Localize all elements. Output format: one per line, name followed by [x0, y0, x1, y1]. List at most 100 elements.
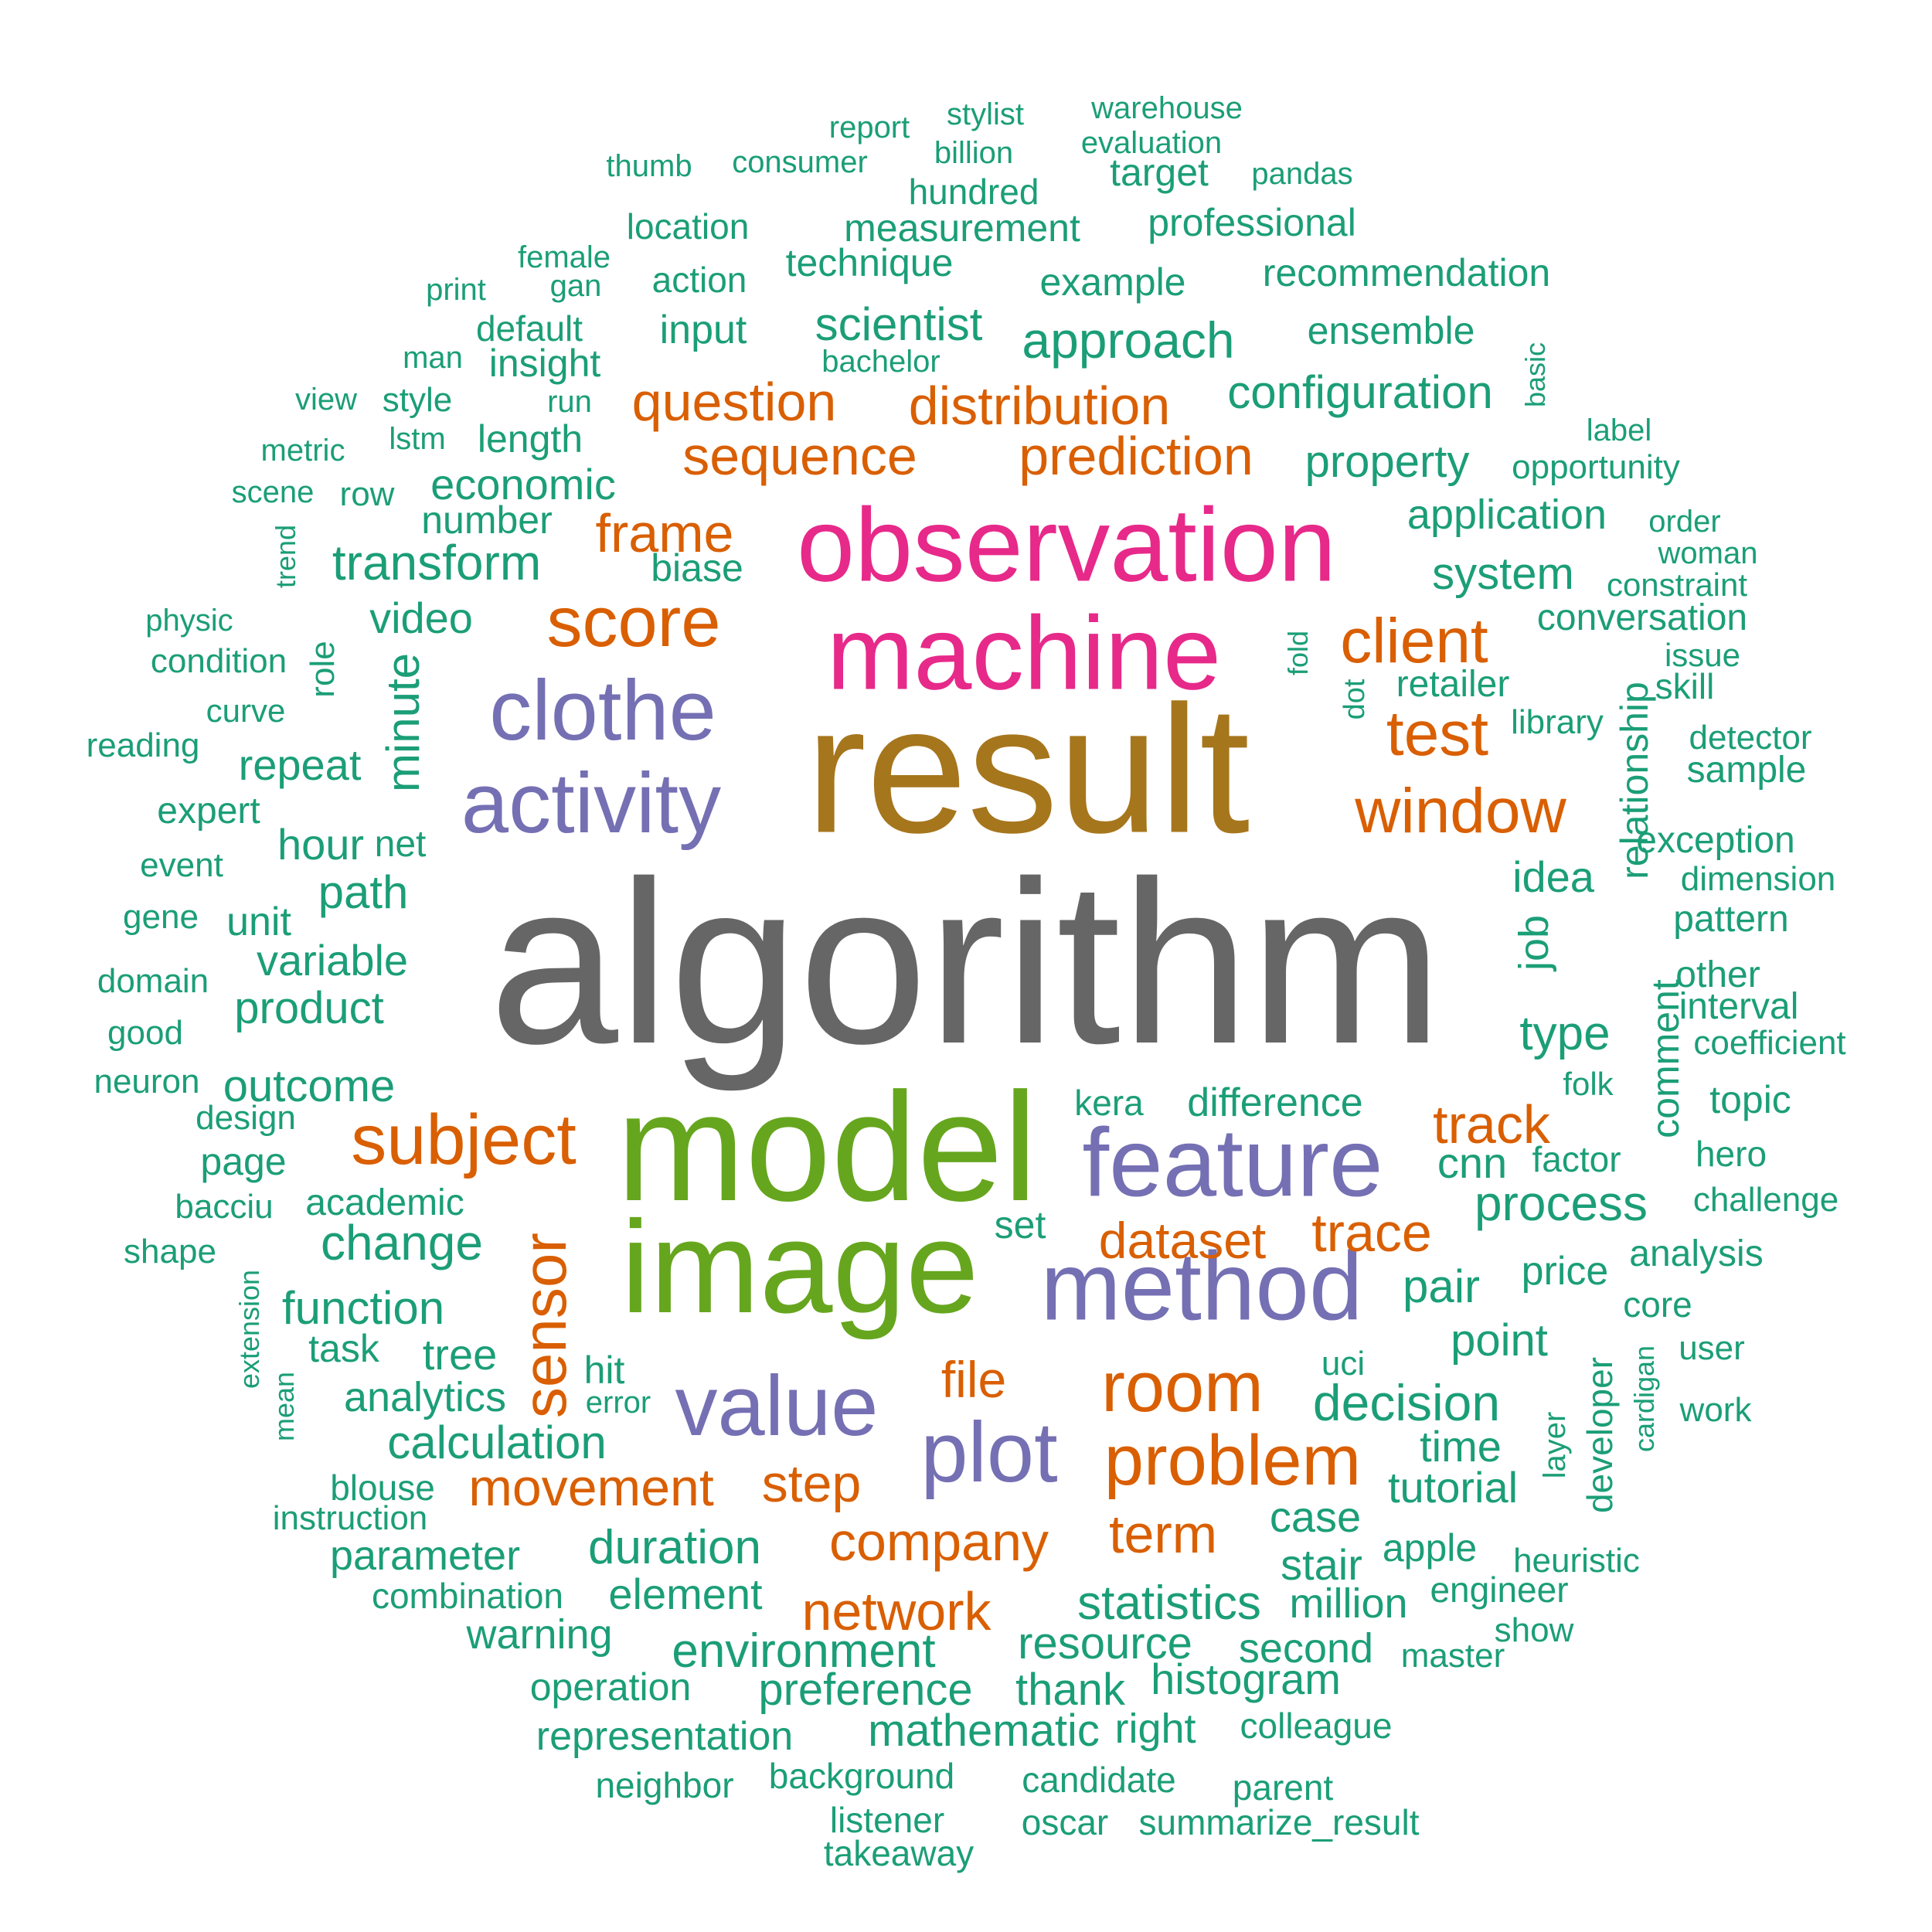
word-layer: layer [1538, 1411, 1572, 1479]
word-domain: domain [97, 962, 209, 1000]
word-metric: metric [260, 434, 345, 468]
word-warehouse: warehouse [1091, 91, 1243, 125]
word-other: other [1675, 954, 1760, 995]
word-trend: trend [270, 524, 301, 589]
word-example: example [1039, 260, 1186, 304]
word-company: company [828, 1512, 1049, 1572]
word-sensor: sensor [510, 1232, 579, 1419]
word-oscar: oscar [1021, 1802, 1109, 1842]
word-number: number [421, 498, 553, 542]
word-file: file [940, 1351, 1007, 1408]
word-stylist: stylist [947, 97, 1024, 131]
word-distribution: distribution [908, 376, 1171, 436]
word-step: step [761, 1454, 862, 1513]
word-subject: subject [351, 1100, 577, 1179]
word-neighbor: neighbor [595, 1765, 734, 1805]
word-gene: gene [123, 898, 199, 936]
word-issue: issue [1664, 637, 1741, 673]
word-term: term [1109, 1504, 1217, 1564]
word-activity: activity [461, 756, 722, 851]
word-candidate: candidate [1022, 1760, 1176, 1800]
word-billion: billion [934, 136, 1014, 170]
word-physic: physic [145, 604, 233, 638]
word-dataset: dataset [1098, 1212, 1267, 1269]
word-curve: curve [206, 692, 286, 729]
word-product: product [234, 983, 384, 1033]
word-price: price [1521, 1249, 1609, 1294]
word-hundred: hundred [908, 172, 1039, 212]
word-basic: basic [1519, 342, 1551, 408]
word-duration: duration [587, 1521, 762, 1574]
word-test: test [1386, 699, 1489, 769]
word-action: action [651, 260, 747, 300]
word-bachelor: bachelor [821, 345, 940, 379]
word-academic: academic [305, 1182, 464, 1223]
word-core: core [1623, 1284, 1692, 1325]
word-conversation: conversation [1536, 597, 1748, 638]
word-condition: condition [150, 642, 287, 680]
word-repeat: repeat [238, 740, 362, 789]
word-model: model [616, 1061, 1038, 1233]
word-property: property [1304, 437, 1470, 487]
word-sample: sample [1686, 750, 1807, 791]
word-colleague: colleague [1240, 1706, 1393, 1746]
word-algorithm: algorithm [489, 832, 1443, 1092]
word-case: case [1269, 1492, 1362, 1541]
word-stair: stair [1281, 1540, 1362, 1589]
word-trace: trace [1311, 1202, 1432, 1263]
word-developer: developer [1580, 1356, 1620, 1514]
word-label: label [1586, 413, 1652, 447]
word-retailer: retailer [1396, 664, 1510, 705]
word-technique: technique [785, 241, 954, 284]
word-statistics: statistics [1077, 1577, 1261, 1630]
word-mean: mean [268, 1371, 300, 1442]
word-dot: dot [1338, 679, 1371, 720]
word-opportunity: opportunity [1512, 448, 1680, 486]
word-exception: exception [1636, 820, 1795, 861]
word-function: function [281, 1282, 445, 1334]
word-blouse: blouse [330, 1468, 435, 1508]
word-net: net [374, 824, 427, 865]
word-movement: movement [468, 1458, 714, 1517]
word-heuristic: heuristic [1513, 1542, 1640, 1580]
word-background: background [768, 1756, 955, 1796]
word-report: report [828, 111, 910, 145]
word-question: question [631, 372, 837, 432]
word-difference: difference [1187, 1080, 1363, 1125]
word-target: target [1110, 151, 1209, 194]
word-location: location [626, 206, 750, 247]
word-woman: woman [1658, 536, 1758, 570]
word-fold: fold [1282, 630, 1314, 676]
word-professional: professional [1148, 201, 1356, 244]
word-type: type [1519, 1007, 1611, 1060]
word-scene: scene [231, 475, 315, 509]
word-run: run [547, 385, 592, 419]
word-ensemble: ensemble [1307, 309, 1475, 352]
word-mathematic: mathematic [868, 1706, 1100, 1756]
word-gan: gan [549, 269, 602, 303]
word-video: video [369, 594, 473, 642]
word-histogram: histogram [1151, 1655, 1341, 1703]
word-female: female [517, 240, 611, 274]
word-analysis: analysis [1629, 1233, 1764, 1274]
word-feature: feature [1082, 1109, 1383, 1217]
word-thumb: thumb [606, 149, 692, 183]
word-show: show [1494, 1611, 1574, 1649]
word-method: method [1040, 1233, 1363, 1341]
word-role: role [304, 641, 342, 698]
word-representation: representation [536, 1714, 794, 1759]
word-uci: uci [1321, 1345, 1366, 1383]
word-folk: folk [1563, 1066, 1614, 1102]
word-warning: warning [466, 1611, 613, 1658]
word-reading: reading [86, 726, 200, 764]
word-system: system [1432, 549, 1574, 599]
word-user: user [1679, 1329, 1745, 1367]
word-input: input [659, 308, 747, 352]
word-pandas: pandas [1251, 157, 1353, 191]
word-default: default [475, 308, 583, 349]
word-set: set [994, 1203, 1046, 1247]
word-sequence: sequence [682, 426, 917, 486]
word-room: room [1101, 1348, 1264, 1427]
word-machine: machine [826, 594, 1222, 712]
word-print: print [426, 273, 486, 307]
